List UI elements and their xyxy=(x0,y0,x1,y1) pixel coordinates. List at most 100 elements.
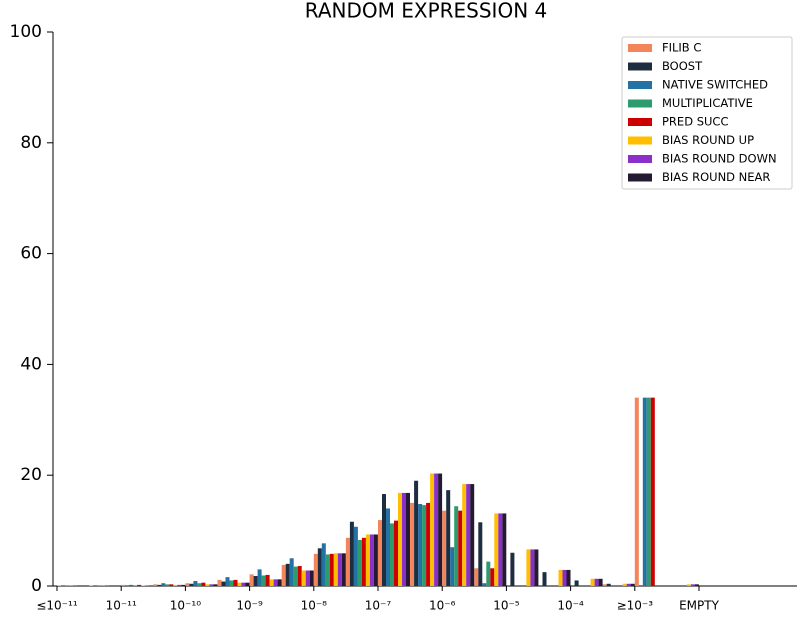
bar xyxy=(61,585,65,586)
bar xyxy=(241,582,246,586)
bar xyxy=(213,584,218,586)
bar xyxy=(269,579,274,586)
legend-box xyxy=(621,36,793,190)
bar xyxy=(361,537,366,586)
bar xyxy=(73,585,77,586)
legend-swatch xyxy=(628,136,652,145)
bar xyxy=(482,583,487,586)
bar xyxy=(201,582,206,586)
bar xyxy=(646,397,651,586)
x-tick-label: 10⁻⁵ xyxy=(493,599,520,613)
bar xyxy=(205,584,210,586)
legend-label: PRED SUCC xyxy=(662,115,728,129)
bar xyxy=(185,583,190,586)
bar xyxy=(542,572,547,586)
bar xyxy=(157,584,162,586)
bar xyxy=(133,585,138,586)
legend-label: BIAS ROUND DOWN xyxy=(662,152,777,166)
bar xyxy=(257,569,262,586)
bar xyxy=(626,583,631,586)
bar xyxy=(378,520,382,586)
bar xyxy=(181,584,186,586)
bar xyxy=(261,575,266,586)
bar xyxy=(153,584,158,586)
bar xyxy=(402,492,406,586)
x-tick-label: 10⁻⁹ xyxy=(236,599,263,613)
bar xyxy=(458,510,463,586)
bar xyxy=(253,576,258,586)
bar xyxy=(249,574,254,586)
bar xyxy=(690,584,695,586)
bar xyxy=(502,513,507,586)
bar xyxy=(410,502,415,586)
bar xyxy=(606,583,611,586)
bar xyxy=(438,473,443,586)
bar xyxy=(93,585,98,586)
bar xyxy=(382,494,386,586)
bar xyxy=(221,581,226,586)
bar xyxy=(265,574,270,586)
bar xyxy=(309,570,314,586)
bar xyxy=(57,585,61,586)
x-tick-label: 10⁻¹⁰ xyxy=(170,599,201,613)
bar xyxy=(622,583,627,586)
bar xyxy=(289,558,294,586)
bar xyxy=(149,585,154,586)
bar xyxy=(97,585,102,586)
bar xyxy=(165,584,170,586)
bar xyxy=(426,502,431,586)
bar xyxy=(233,579,238,586)
bar xyxy=(562,569,567,586)
bar xyxy=(317,548,322,586)
legend-label: FILIB C xyxy=(662,41,701,55)
bar xyxy=(169,584,174,586)
bar xyxy=(369,534,374,586)
bar xyxy=(209,584,214,586)
chart-title: RANDOM EXPRESSION 4 xyxy=(305,0,548,23)
legend-swatch xyxy=(628,118,652,126)
bar xyxy=(141,585,146,586)
x-tick-label: 10⁻⁷ xyxy=(365,599,392,613)
bar xyxy=(189,583,194,586)
bar xyxy=(365,534,370,586)
bar xyxy=(277,579,282,586)
bar xyxy=(197,583,202,586)
bar xyxy=(450,547,455,586)
x-tick-label: 10⁻⁴ xyxy=(557,599,584,613)
bar xyxy=(301,570,306,586)
x-tick-label: ≤10⁻¹¹ xyxy=(36,599,77,613)
bar xyxy=(498,513,503,586)
legend-label: MULTIPLICATIVE xyxy=(662,96,753,110)
bar xyxy=(434,473,439,586)
bar xyxy=(398,492,402,586)
x-tick-label: 10⁻⁶ xyxy=(429,599,456,613)
x-tick-label: ≥10⁻³ xyxy=(617,599,654,613)
bar xyxy=(494,513,499,586)
bar xyxy=(333,553,338,586)
bar xyxy=(245,582,250,586)
bar xyxy=(478,522,483,586)
bar xyxy=(598,578,603,586)
legend-swatch xyxy=(628,44,652,52)
bar xyxy=(414,480,419,586)
legend-swatch xyxy=(628,155,652,163)
x-tick-label: 10⁻⁸ xyxy=(301,599,328,613)
bar xyxy=(422,505,427,586)
bar xyxy=(566,569,571,586)
x-tick-label: 10⁻¹¹ xyxy=(106,599,137,613)
bar xyxy=(217,579,222,586)
bar xyxy=(694,584,699,586)
bar xyxy=(466,484,471,586)
bar xyxy=(345,537,350,586)
bar xyxy=(313,553,318,586)
y-tick-label: 0 xyxy=(31,576,42,596)
bar xyxy=(390,523,394,586)
bar xyxy=(534,549,539,586)
bar xyxy=(229,580,234,586)
legend-swatch xyxy=(628,62,652,71)
bar xyxy=(321,543,326,586)
bar xyxy=(642,397,647,586)
bar xyxy=(418,504,423,586)
bar xyxy=(285,563,290,586)
